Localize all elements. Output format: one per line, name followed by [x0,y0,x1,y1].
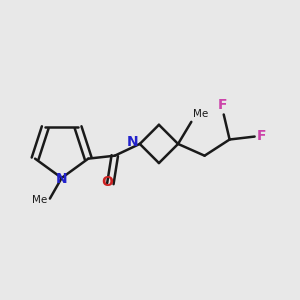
Text: F: F [257,129,266,143]
Text: O: O [101,175,113,189]
Text: N: N [56,172,68,186]
Text: Me: Me [32,195,47,205]
Text: F: F [218,98,227,112]
Text: N: N [127,135,138,148]
Text: Me: Me [193,110,208,119]
